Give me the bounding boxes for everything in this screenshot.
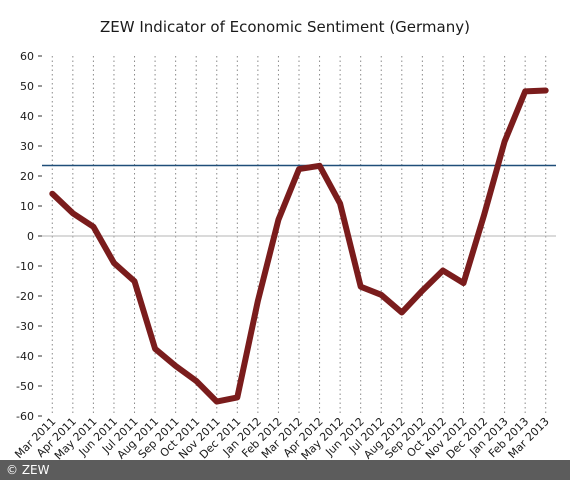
y-tick-label: 0 bbox=[27, 230, 34, 243]
y-tick-label: 50 bbox=[20, 80, 34, 93]
y-tick-label: -10 bbox=[16, 260, 34, 273]
y-tick-label: 60 bbox=[20, 50, 34, 63]
y-tick-label: -20 bbox=[16, 290, 34, 303]
y-tick-label: -40 bbox=[16, 350, 34, 363]
y-tick-label: -30 bbox=[16, 320, 34, 333]
y-axis: -60 -50 -40 -30 -20 -10 0 10 20 30 40 50 60 bbox=[16, 50, 42, 423]
line-chart: -60 -50 -40 -30 -20 -10 0 10 20 30 40 50 60 Mar 2011… bbox=[12, 50, 556, 460]
y-tick-label: 40 bbox=[20, 110, 34, 123]
y-tick-label: -60 bbox=[16, 410, 34, 423]
y-tick-label: 10 bbox=[20, 200, 34, 213]
footer: © ZEW bbox=[0, 460, 570, 480]
y-tick-label: 30 bbox=[20, 140, 34, 153]
copyright-text: © ZEW bbox=[6, 463, 50, 477]
y-tick-label: -50 bbox=[16, 380, 34, 393]
series-group bbox=[49, 87, 549, 405]
gridlines bbox=[42, 56, 556, 416]
y-tick-label: 20 bbox=[20, 170, 34, 183]
chart-title: ZEW Indicator of Economic Sentiment (Ger… bbox=[100, 18, 470, 36]
